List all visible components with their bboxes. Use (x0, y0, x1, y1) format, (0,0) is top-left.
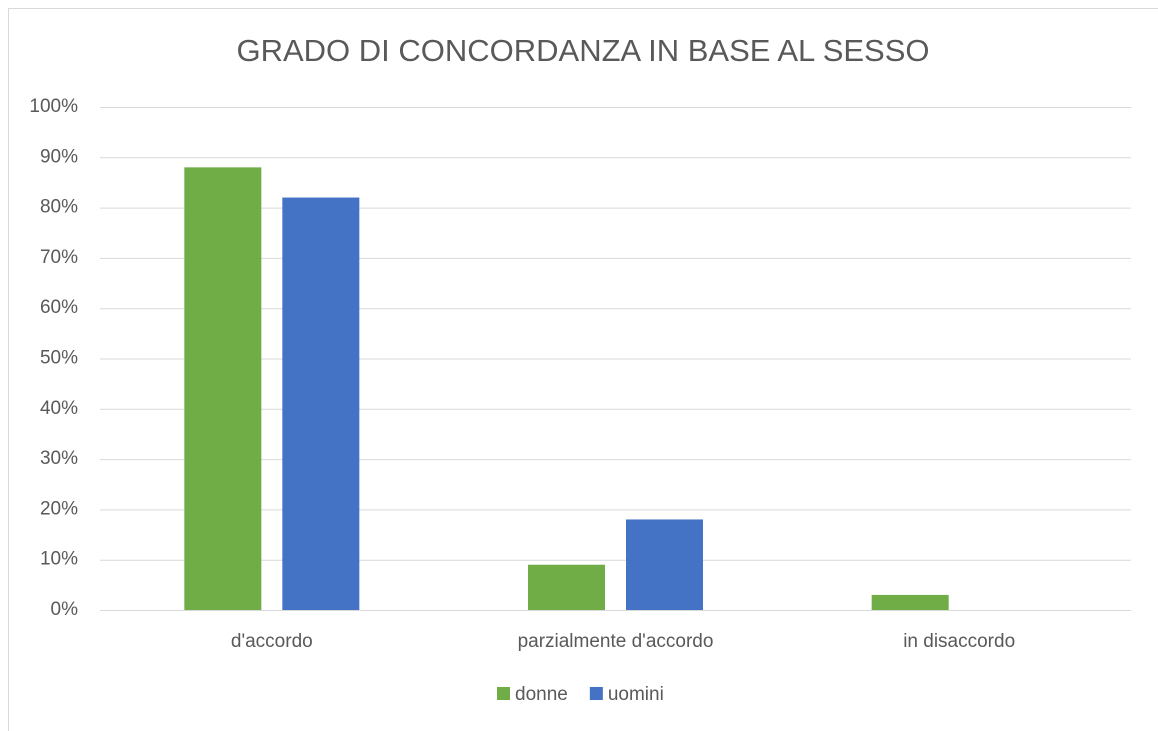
y-tick-label: 30% (40, 448, 78, 469)
legend-swatch (497, 687, 510, 700)
x-tick-label: d'accordo (231, 631, 313, 652)
bar (871, 594, 949, 610)
x-tick-label: parzialmente d'accordo (518, 631, 714, 652)
x-tick-label: in disaccordo (903, 631, 1015, 652)
y-tick-label: 0% (51, 599, 79, 620)
chart-title: GRADO DI CONCORDANZA IN BASE AL SESSO (236, 33, 929, 68)
bar (626, 519, 703, 610)
legend-swatch (589, 687, 603, 700)
legend-label: uomini (608, 684, 664, 705)
y-tick-label: 80% (40, 197, 78, 218)
y-tick-label: 60% (40, 297, 78, 318)
y-tick-label: 70% (40, 247, 78, 268)
y-tick-label: 100% (29, 96, 78, 117)
y-tick-label: 10% (40, 549, 78, 570)
y-tick-label: 50% (40, 348, 78, 369)
legend-label: donne (515, 684, 568, 705)
bar (282, 197, 360, 611)
chart-border (8, 8, 1158, 731)
bar (184, 167, 262, 611)
bar (528, 564, 605, 610)
y-tick-label: 90% (40, 146, 78, 167)
y-tick-label: 20% (40, 498, 78, 519)
y-tick-label: 40% (40, 398, 78, 419)
